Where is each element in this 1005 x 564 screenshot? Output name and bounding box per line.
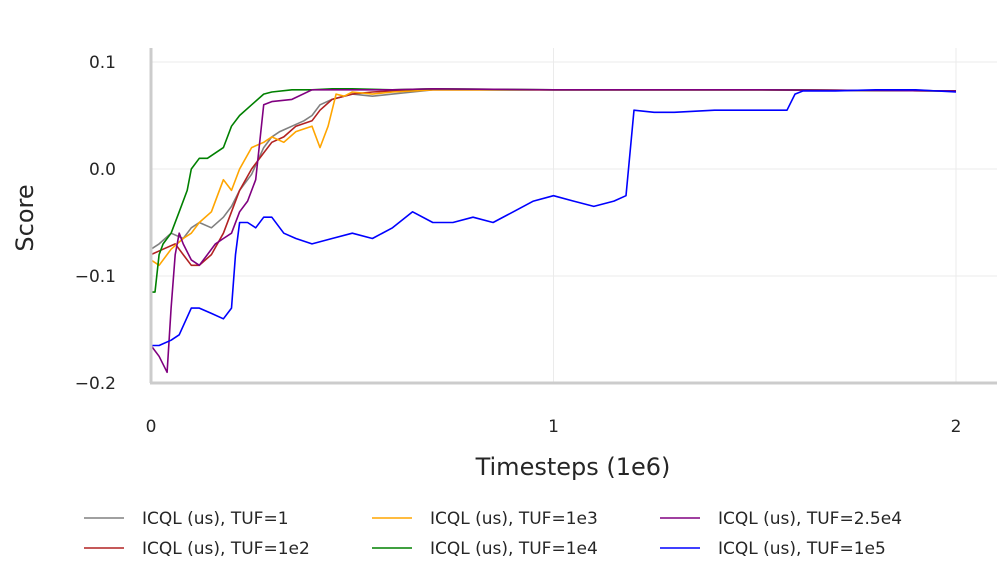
series-line-5 [151,89,957,347]
legend-label-1: ICQL (us), TUF=1e2 [142,539,310,559]
x-tick-labels: 0 1 2 [146,417,962,437]
plot-area [150,88,957,374]
y-tick-label-3: −0.2 [75,374,116,394]
y-tick-labels: 0.1 0.0 −0.1 −0.2 [75,53,116,394]
series-line-0 [150,89,957,250]
x-tick-label-0: 0 [146,417,157,437]
legend-label-4: ICQL (us), TUF=2.5e4 [718,509,902,529]
y-tick-label-0: 0.1 [89,53,116,73]
legend: ICQL (us), TUF=1 ICQL (us), TUF=1e2 ICQL (… [84,509,902,559]
legend-label-2: ICQL (us), TUF=1e3 [430,509,598,529]
x-tick-label-2: 2 [951,417,962,437]
grid [150,48,997,384]
axes [149,48,997,385]
x-axis-title: Timesteps (1e6) [475,453,671,481]
y-tick-label-1: 0.0 [89,160,116,180]
legend-label-0: ICQL (us), TUF=1 [142,509,289,529]
x-tick-label-1: 1 [548,417,559,437]
series-line-4 [150,88,957,374]
y-axis-title: Score [11,184,39,251]
series-line-2 [150,89,957,267]
y-tick-label-2: −0.1 [75,267,116,287]
legend-label-3: ICQL (us), TUF=1e4 [430,539,598,559]
series-line-1 [150,89,957,267]
legend-label-5: ICQL (us), TUF=1e5 [718,539,886,559]
